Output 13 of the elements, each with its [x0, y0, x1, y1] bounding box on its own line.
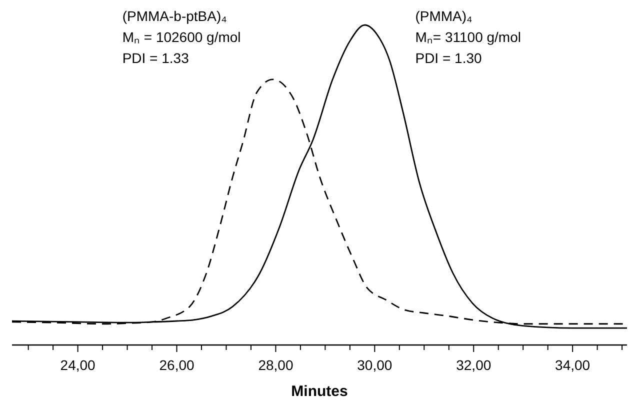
- x-tick-label: 28,00: [258, 357, 294, 373]
- text: (PMMA)₄: [415, 8, 473, 24]
- annotation: PDI = 1.33: [122, 50, 190, 66]
- x-tick-label: 30,00: [357, 357, 392, 373]
- annotation: Mₙ= 31100 g/mol: [415, 29, 521, 45]
- x-tick-label: 34,00: [555, 357, 590, 373]
- x-axis-title: Minutes: [291, 383, 348, 400]
- x-tick-label: 32,00: [456, 357, 492, 373]
- text: (PMMA-b-ptBA)₄: [122, 8, 228, 24]
- x-tick-label: 26,00: [159, 357, 194, 373]
- annotation: Mₙ = 102600 g/mol: [122, 29, 241, 45]
- annotation: PDI = 1.30: [415, 50, 482, 66]
- x-tick-label: 24,00: [60, 357, 96, 373]
